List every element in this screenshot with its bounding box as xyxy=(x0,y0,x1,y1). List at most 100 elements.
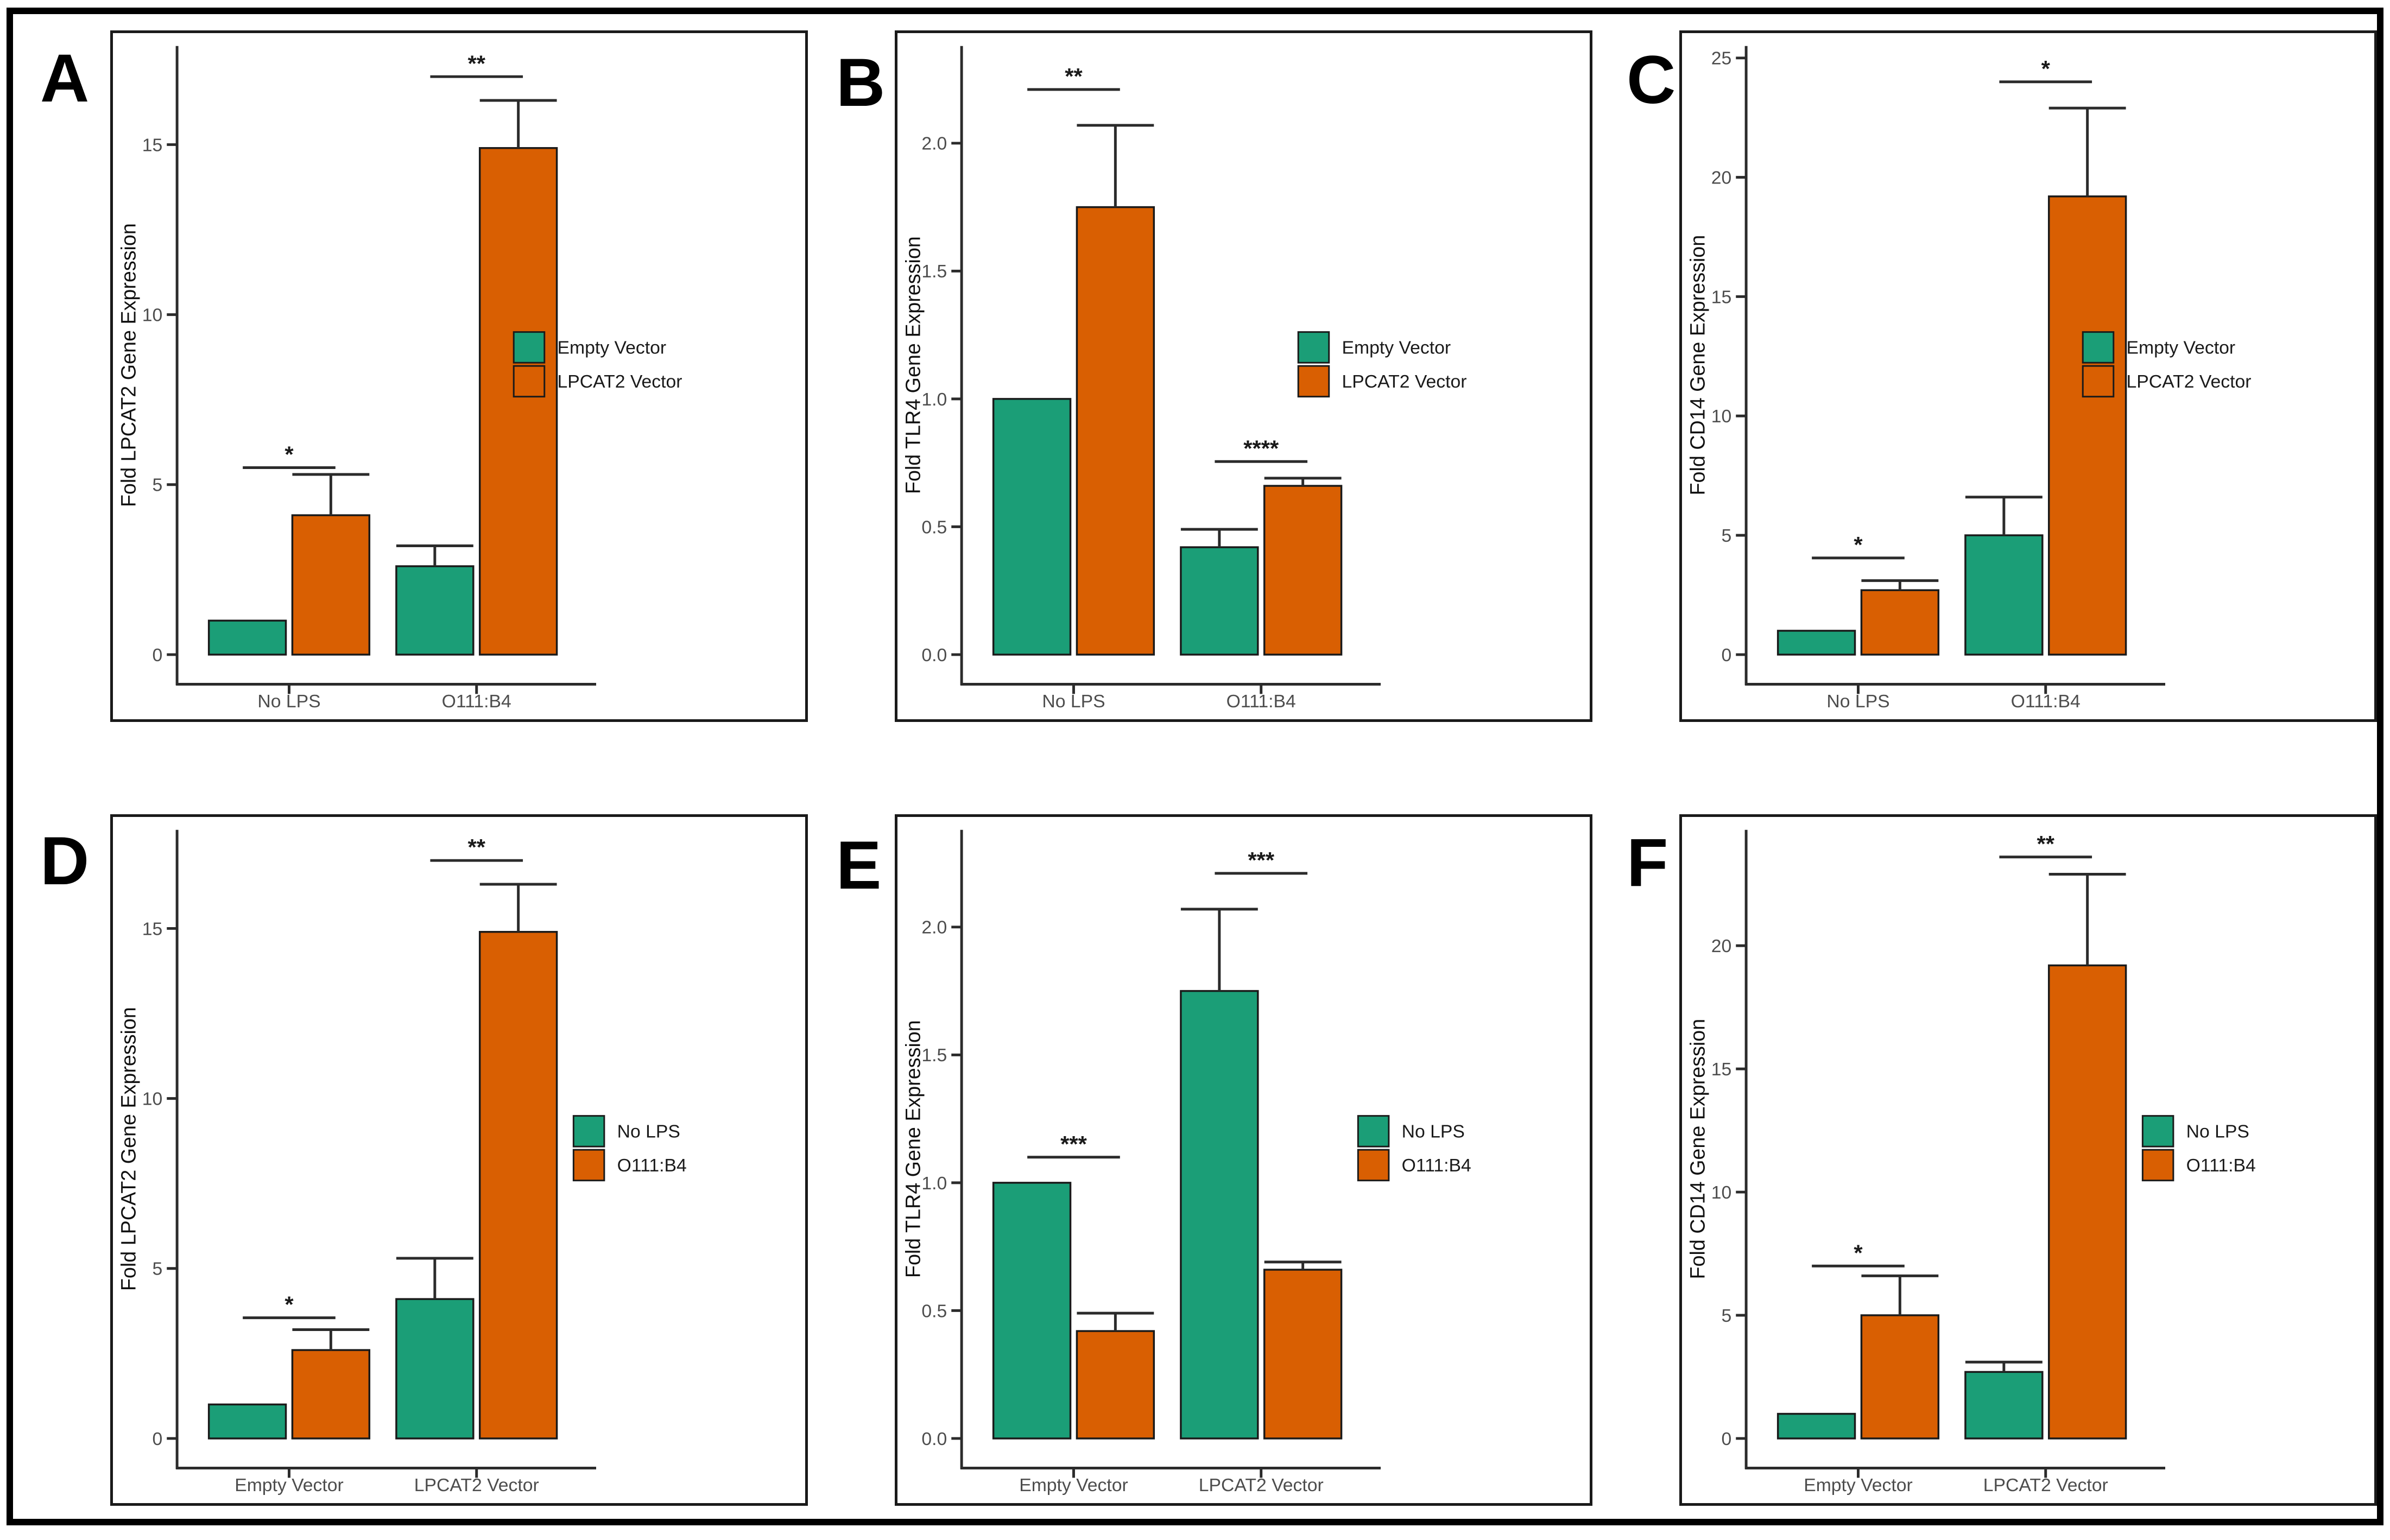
bar-lpcat2-vector-0 xyxy=(1180,990,1259,1440)
y-tick-label: 0 xyxy=(1722,645,1732,666)
y-tick-label: 1.0 xyxy=(921,389,947,410)
panel-c-chart: 0 5 10 15 20 25 Fold CD14 Gene Expression No LP… xyxy=(1686,46,2252,712)
x-category-label: No LPS xyxy=(1826,691,1889,712)
bar-empty-vector-1 xyxy=(291,1349,371,1440)
significance-stars: * xyxy=(284,442,294,467)
panel-f-chart: 0 5 10 15 20 Fold CD14 Gene Expression Empty V… xyxy=(1686,829,2256,1495)
panel-e-letter: E xyxy=(836,828,882,903)
significance-stars: ** xyxy=(468,50,486,76)
legend-label-1: O111:B4 xyxy=(1402,1155,1471,1176)
y-tick-label: 2.0 xyxy=(921,917,947,938)
y-tick-label: 10 xyxy=(1711,406,1732,427)
y-tick-label: 0 xyxy=(1722,1429,1732,1449)
x-category-label: No LPS xyxy=(1042,691,1105,712)
y-axis-title: Fold LPCAT2 Gene Expression xyxy=(117,1007,140,1291)
panel-b: 0.0 0.5 1.0 1.5 2.0 Fold TLR4 Gene Expression… xyxy=(895,30,1592,722)
bar-lpcat2-vector-0 xyxy=(1964,1371,2044,1440)
bar-no-lps-1 xyxy=(1860,589,1940,656)
y-tick-label: 0.0 xyxy=(921,1429,947,1449)
y-tick-label: 0.0 xyxy=(921,645,947,666)
panel-a-chart: 0 5 10 15 Fold LPCAT2 Gene Expression No LPS O… xyxy=(117,46,682,712)
y-tick-label: 10 xyxy=(1711,1182,1732,1203)
bar-lpcat2-vector-1 xyxy=(478,930,558,1440)
significance-stars: * xyxy=(284,1292,294,1317)
bar-o111-b4-1 xyxy=(1263,485,1343,656)
significance-stars: ** xyxy=(2037,831,2055,857)
significance-stars: ** xyxy=(468,834,486,860)
legend-key-0 xyxy=(572,1115,605,1148)
y-tick-label: 15 xyxy=(1711,287,1732,307)
y-tick-label: 10 xyxy=(142,305,163,326)
legend-label-1: LPCAT2 Vector xyxy=(2127,371,2252,392)
panel-c-letter: C xyxy=(1627,42,1676,118)
legend-key-0 xyxy=(1357,1115,1390,1148)
bar-empty-vector-1 xyxy=(1076,1330,1155,1440)
y-axis-title: Fold CD14 Gene Expression xyxy=(1686,235,1709,496)
y-axis-title: Fold CD14 Gene Expression xyxy=(1686,1019,1709,1279)
bar-o111-b4-1 xyxy=(478,147,558,656)
legend-key-1 xyxy=(572,1149,605,1182)
significance-stars: *** xyxy=(1248,847,1274,873)
y-tick-label: 2.0 xyxy=(921,134,947,154)
y-axis-title: Fold TLR4 Gene Expression xyxy=(902,236,925,494)
y-tick-label: 0 xyxy=(153,1429,163,1449)
legend-label-0: No LPS xyxy=(617,1121,680,1142)
y-tick-label: 1.5 xyxy=(921,1045,947,1066)
y-tick-label: 5 xyxy=(1722,525,1732,546)
panel-a: 0 5 10 15 Fold LPCAT2 Gene Expression No LPS O… xyxy=(110,30,808,722)
bar-no-lps-1 xyxy=(291,514,371,656)
bar-lpcat2-vector-0 xyxy=(395,1298,475,1440)
y-tick-label: 20 xyxy=(1711,168,1732,188)
legend-label-0: Empty Vector xyxy=(1342,337,1451,358)
panel-b-letter: B xyxy=(836,45,886,121)
y-tick-label: 0.5 xyxy=(921,517,947,537)
panel-f: 0 5 10 15 20 Fold CD14 Gene Expression Empty V… xyxy=(1679,814,2377,1506)
x-category-label: LPCAT2 Vector xyxy=(414,1475,539,1495)
y-tick-label: 1.0 xyxy=(921,1173,947,1194)
bar-o111-b4-0 xyxy=(1180,546,1259,656)
y-tick-label: 1.5 xyxy=(921,261,947,282)
legend-label-0: No LPS xyxy=(2186,1121,2249,1142)
significance-stars: * xyxy=(1854,1240,1863,1265)
x-category-label: Empty Vector xyxy=(235,1475,344,1495)
significance-stars: **** xyxy=(1243,435,1279,461)
panel-f-letter: F xyxy=(1627,825,1668,901)
significance-stars: * xyxy=(2041,56,2051,81)
legend-key-0 xyxy=(513,331,546,364)
x-category-label: Empty Vector xyxy=(1019,1475,1128,1495)
panel-d-letter: D xyxy=(40,823,90,899)
y-tick-label: 10 xyxy=(142,1089,163,1110)
significance-stars: * xyxy=(1854,532,1863,557)
y-tick-label: 5 xyxy=(1722,1305,1732,1326)
panel-e: 0.0 0.5 1.0 1.5 2.0 Fold TLR4 Gene Expression… xyxy=(895,814,1592,1506)
y-tick-label: 5 xyxy=(153,1259,163,1279)
bar-no-lps-1 xyxy=(1076,206,1155,656)
bar-no-lps-0 xyxy=(1776,630,1856,656)
bar-no-lps-0 xyxy=(207,619,287,656)
legend-key-1 xyxy=(2141,1149,2174,1182)
panel-e-chart: 0.0 0.5 1.0 1.5 2.0 Fold TLR4 Gene Expression… xyxy=(902,829,1471,1495)
bar-empty-vector-0 xyxy=(992,1182,1072,1440)
legend-key-1 xyxy=(513,365,546,398)
bar-lpcat2-vector-1 xyxy=(2047,964,2127,1440)
bar-empty-vector-0 xyxy=(207,1403,287,1440)
legend-key-0 xyxy=(2082,331,2115,364)
bar-lpcat2-vector-1 xyxy=(1263,1269,1343,1440)
legend-label-1: O111:B4 xyxy=(617,1155,687,1176)
y-tick-label: 0.5 xyxy=(921,1301,947,1321)
y-tick-label: 15 xyxy=(142,918,163,939)
panel-d-chart: 0 5 10 15 Fold LPCAT2 Gene Expression Empty V… xyxy=(117,829,687,1495)
x-category-label: LPCAT2 Vector xyxy=(1983,1475,2108,1495)
legend-key-1 xyxy=(2082,365,2115,398)
legend-label-1: O111:B4 xyxy=(2186,1155,2256,1176)
x-category-label: O111:B4 xyxy=(1226,691,1296,712)
legend-key-0 xyxy=(1297,331,1330,364)
y-tick-label: 20 xyxy=(1711,936,1732,956)
x-category-label: O111:B4 xyxy=(442,691,511,712)
bar-o111-b4-1 xyxy=(2047,195,2127,656)
bar-no-lps-0 xyxy=(992,398,1072,656)
y-axis-title: Fold LPCAT2 Gene Expression xyxy=(117,223,140,507)
panel-c: 0 5 10 15 20 25 Fold CD14 Gene Expression No LP… xyxy=(1679,30,2377,722)
y-tick-label: 15 xyxy=(142,135,163,155)
legend-key-1 xyxy=(1357,1149,1390,1182)
